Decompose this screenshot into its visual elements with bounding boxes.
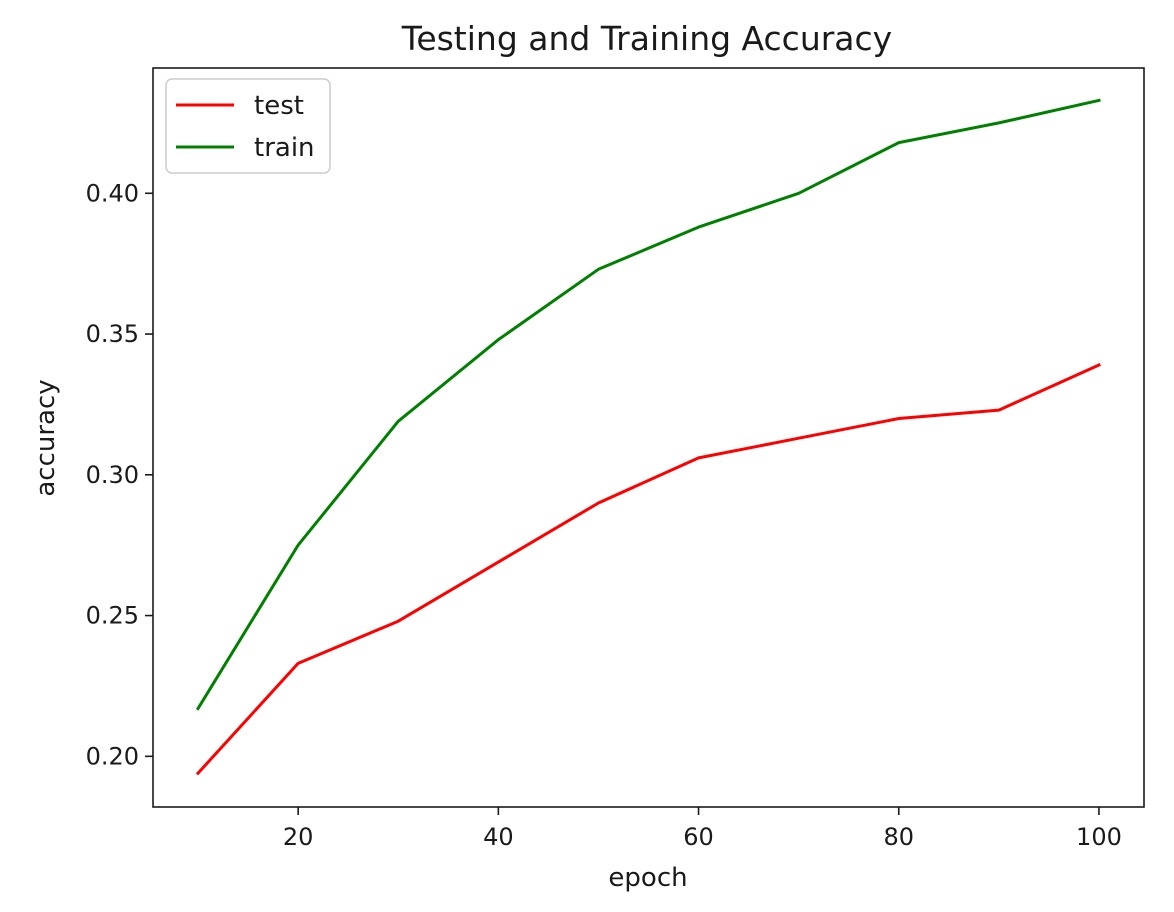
series-lines bbox=[195, 98, 1101, 776]
x-tick-label: 20 bbox=[283, 823, 314, 851]
x-tick-label: 40 bbox=[483, 823, 514, 851]
y-axis: 0.20 0.25 0.30 0.35 0.40 bbox=[86, 179, 153, 770]
y-tick-label: 0.25 bbox=[86, 602, 139, 630]
x-tick-label: 60 bbox=[683, 823, 714, 851]
x-tick-label: 100 bbox=[1076, 823, 1122, 851]
y-tick-label: 0.40 bbox=[86, 179, 139, 207]
y-tick-label: 0.30 bbox=[86, 461, 139, 489]
series-line-test bbox=[195, 363, 1101, 776]
y-tick-label: 0.35 bbox=[86, 320, 139, 348]
x-axis: 20 40 60 80 100 bbox=[283, 807, 1122, 851]
legend: test train bbox=[165, 78, 331, 174]
x-tick-label: 80 bbox=[883, 823, 914, 851]
chart-title: Testing and Training Accuracy bbox=[401, 19, 892, 58]
plot-area bbox=[152, 67, 1145, 808]
x-axis-label: epoch bbox=[608, 863, 687, 893]
legend-label-test: test bbox=[254, 91, 304, 121]
legend-box bbox=[165, 78, 331, 174]
y-tick-label: 0.20 bbox=[86, 742, 139, 770]
plot-frame bbox=[152, 67, 1145, 808]
series-line-train bbox=[195, 98, 1101, 711]
legend-label-train: train bbox=[254, 133, 315, 163]
y-axis-label: accuracy bbox=[31, 379, 61, 496]
